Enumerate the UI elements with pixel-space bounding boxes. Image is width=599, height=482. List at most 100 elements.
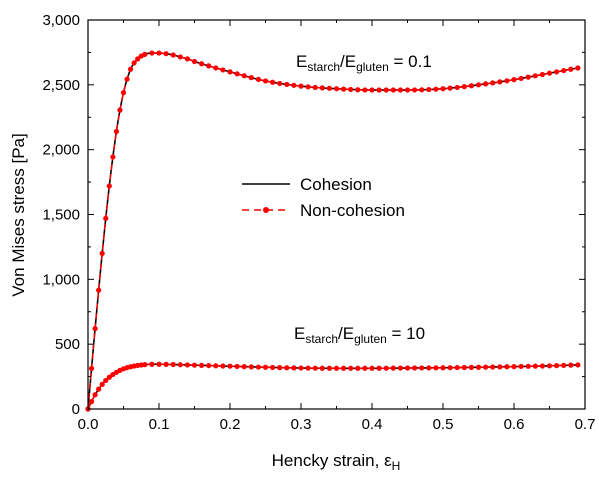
non-cohesion-point: [319, 85, 325, 91]
non-cohesion-point: [213, 363, 219, 369]
non-cohesion-point: [163, 51, 169, 57]
non-cohesion-point: [262, 78, 269, 84]
non-cohesion-point: [184, 56, 190, 62]
non-cohesion-point: [291, 82, 297, 88]
non-cohesion-point: [454, 84, 460, 91]
non-cohesion-point: [113, 128, 119, 135]
non-cohesion-point: [369, 365, 375, 371]
non-cohesion-point: [504, 364, 510, 370]
non-cohesion-point: [277, 80, 283, 87]
non-cohesion-point: [220, 363, 226, 369]
cohesion-line: [87, 363, 578, 410]
non-cohesion-point: [383, 87, 389, 93]
non-cohesion-point: [199, 362, 205, 368]
non-cohesion-point: [110, 154, 116, 160]
non-cohesion-point: [326, 85, 332, 91]
non-cohesion-point: [561, 362, 567, 368]
non-cohesion-point: [461, 84, 467, 90]
x-tick-label: 0.6: [504, 416, 525, 433]
non-cohesion-point: [348, 365, 354, 371]
non-cohesion-point: [447, 365, 453, 371]
non-cohesion-point: [284, 81, 290, 88]
non-cohesion-point: [191, 58, 198, 65]
non-cohesion-point: [319, 365, 325, 371]
non-cohesion-point: [96, 386, 102, 392]
y-tick-label: 2,500: [42, 77, 80, 94]
non-cohesion-point: [103, 215, 109, 221]
non-cohesion-point: [106, 374, 112, 380]
non-cohesion-point: [227, 363, 233, 369]
non-cohesion-point: [106, 183, 112, 189]
non-cohesion-point: [497, 79, 503, 85]
non-cohesion-point: [504, 78, 510, 84]
non-cohesion-point: [142, 362, 148, 368]
non-cohesion-point: [248, 75, 254, 81]
non-cohesion-point: [575, 362, 581, 368]
non-cohesion-point: [440, 365, 446, 371]
non-cohesion-point: [532, 363, 538, 369]
non-cohesion-point: [575, 65, 581, 71]
legend: Cohesion Non-cohesion: [242, 175, 405, 220]
non-cohesion-point: [96, 287, 102, 293]
non-cohesion-point: [369, 87, 375, 93]
non-cohesion-point: [397, 365, 403, 371]
non-cohesion-point: [312, 84, 318, 91]
non-cohesion-point: [490, 80, 496, 86]
non-cohesion-point: [440, 86, 446, 92]
non-cohesion-point: [241, 364, 247, 370]
non-cohesion-point: [561, 67, 567, 74]
non-cohesion-point: [518, 363, 524, 370]
non-cohesion-point: [525, 74, 531, 80]
legend-marker-non-cohesion: [263, 207, 269, 213]
non-cohesion-point: [412, 87, 418, 93]
non-cohesion-point: [475, 82, 482, 88]
non-cohesion-point: [468, 364, 474, 370]
non-cohesion-point: [419, 365, 425, 371]
non-cohesion-point: [333, 365, 340, 371]
non-cohesion-point: [475, 364, 482, 370]
non-cohesion-point: [305, 84, 311, 90]
non-cohesion-point: [170, 361, 176, 368]
y-tick-label: 1,500: [42, 207, 80, 224]
non-cohesion-point: [149, 361, 155, 367]
non-cohesion-point: [277, 365, 283, 371]
y-tick-label: 2,000: [42, 142, 80, 159]
non-cohesion-point: [376, 87, 382, 93]
x-tick-label: 0.0: [78, 416, 99, 433]
y-tick-label: 1,000: [42, 271, 80, 288]
non-cohesion-point: [426, 86, 432, 93]
non-cohesion-point: [177, 54, 183, 60]
non-cohesion-point: [220, 67, 226, 73]
non-cohesion-point: [206, 362, 212, 369]
non-cohesion-point: [312, 365, 318, 371]
non-cohesion-point: [170, 52, 176, 58]
non-cohesion-point: [554, 69, 560, 75]
non-cohesion-point: [433, 365, 439, 371]
non-cohesion-point: [447, 85, 453, 91]
non-cohesion-point: [454, 364, 460, 371]
y-axis-title: Von Mises stress [Pa]: [9, 133, 28, 296]
non-cohesion-point: [362, 87, 368, 93]
non-cohesion-point: [355, 365, 361, 371]
non-cohesion-point: [291, 365, 297, 371]
non-cohesion-line: [87, 363, 578, 410]
non-cohesion-point: [511, 364, 517, 370]
annotation-ratio-01: Estarch/Egluten = 0.1: [296, 52, 432, 74]
non-cohesion-point: [390, 87, 396, 93]
non-cohesion-point: [99, 250, 105, 256]
non-cohesion-point: [511, 77, 517, 83]
non-cohesion-point: [135, 56, 141, 62]
non-cohesion-point: [213, 65, 219, 71]
non-cohesion-point: [419, 87, 425, 93]
non-cohesion-point: [270, 79, 276, 85]
non-cohesion-point: [490, 364, 496, 370]
non-cohesion-point: [103, 377, 109, 384]
non-cohesion-point: [546, 70, 553, 76]
non-cohesion-point: [376, 365, 382, 371]
x-tick-label: 0.3: [291, 416, 312, 433]
non-cohesion-point: [199, 61, 205, 67]
non-cohesion-point: [539, 363, 546, 369]
non-cohesion-point: [539, 71, 546, 78]
